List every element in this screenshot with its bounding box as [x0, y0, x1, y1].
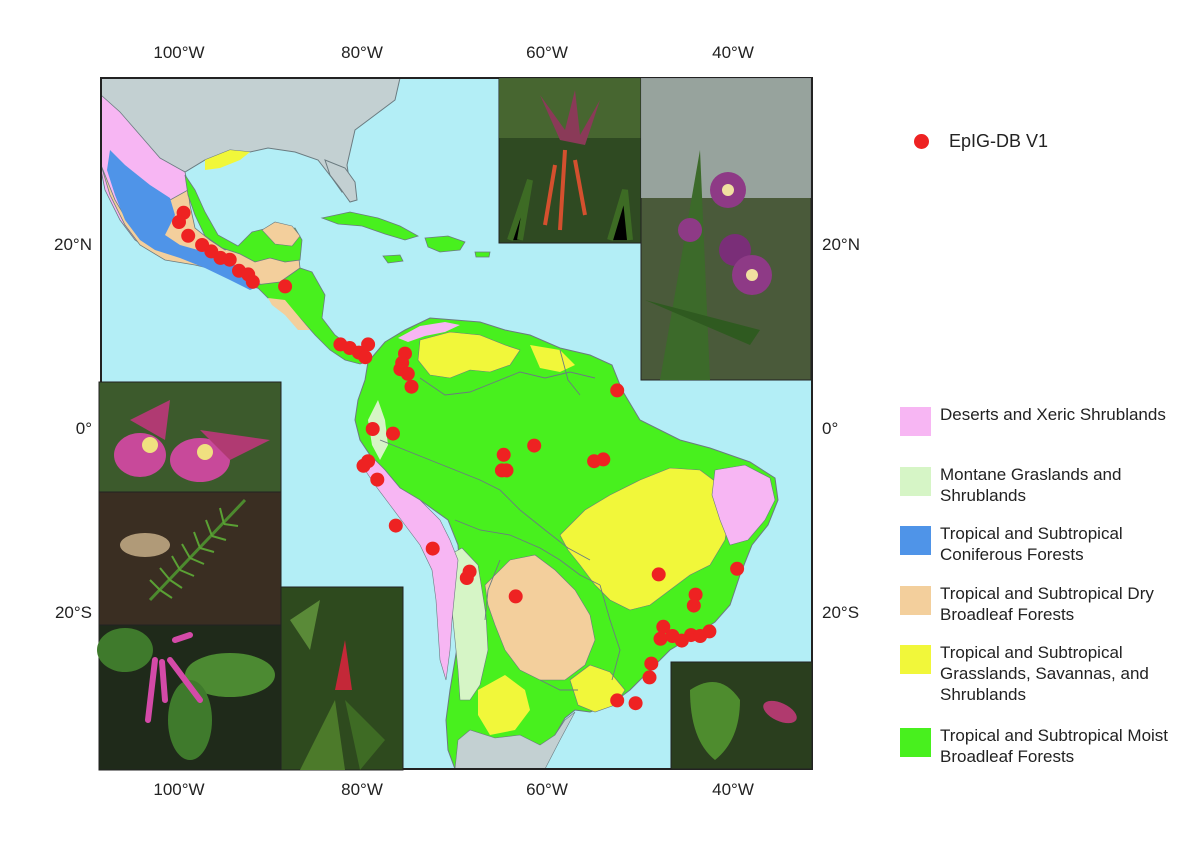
- photo-insets: [97, 77, 813, 771]
- legend-item-coniferous: Tropical and Subtropical Coniferous Fore…: [900, 523, 1200, 565]
- legend-swatch: [900, 728, 931, 757]
- legend-label: Tropical and Subtropical Moist Broadleaf…: [940, 726, 1169, 766]
- occurrence-point: [400, 366, 415, 381]
- biome-map: [97, 77, 813, 771]
- occurrence-point: [688, 587, 703, 602]
- bell-flower-photo: [97, 624, 282, 771]
- bottom-tick-80w: 80°W: [341, 780, 383, 799]
- southern-cone-other: [454, 711, 576, 769]
- occurrence-point: [361, 337, 376, 352]
- red-bromeliad-photo: [280, 586, 404, 771]
- right-tick-0: 0°: [822, 419, 839, 438]
- occurrence-point: [644, 656, 659, 671]
- legend-swatch: [900, 526, 931, 555]
- occurrence-point: [358, 350, 373, 365]
- occurrence-point: [642, 670, 657, 685]
- occurrence-point: [730, 561, 745, 576]
- occurrence-point: [496, 447, 511, 462]
- occurrence-point: [656, 619, 671, 634]
- jamaica-land: [382, 254, 404, 264]
- cerrado-grassland: [559, 467, 731, 611]
- top-tick-80w: 80°W: [341, 43, 383, 62]
- top-tick-60w: 60°W: [526, 43, 568, 62]
- legend-label: Montane Graslands and Shrublands: [940, 465, 1122, 505]
- occurrence-point: [508, 589, 523, 604]
- occurrence-point: [702, 624, 717, 639]
- occurrence-point: [386, 426, 400, 441]
- occurrence-point: [651, 567, 666, 582]
- occurrence-point: [499, 463, 514, 478]
- chaco-dry-forest: [484, 554, 596, 681]
- top-tick-100w: 100°W: [153, 43, 205, 62]
- occurrence-point: [222, 252, 237, 267]
- puerto-rico-land: [474, 251, 491, 258]
- legend-item-moist-broadleaf: Tropical and Subtropical Moist Broadleaf…: [900, 725, 1200, 767]
- occurrence-point: [459, 571, 474, 585]
- florida-land: [324, 159, 358, 203]
- legend-item-montane: Montane Graslands and Shrublands: [900, 464, 1200, 506]
- occurrence-point: [628, 696, 643, 711]
- occurrence-point: [596, 452, 611, 467]
- occurrence-point: [356, 458, 371, 473]
- central-america-dry: [268, 298, 310, 330]
- left-tick-20s: 20°S: [54, 603, 92, 622]
- legend-label: Tropical and Subtropical Grasslands, Sav…: [940, 643, 1149, 704]
- country-borders: [379, 349, 621, 691]
- points-legend-label: EpIG-DB V1: [949, 131, 1049, 151]
- legend-label: Tropical and Subtropical Dry Broadleaf F…: [940, 584, 1154, 624]
- occurrence-point: [610, 693, 625, 708]
- legend-label: Deserts and Xeric Shrublands: [940, 405, 1166, 424]
- bottom-tick-60w: 60°W: [526, 780, 568, 799]
- caatinga-desert: [711, 464, 776, 546]
- legend-item-deserts: Deserts and Xeric Shrublands: [900, 404, 1200, 436]
- occurrence-point: [653, 631, 668, 646]
- legend-item-dry-broadleaf: Tropical and Subtropical Dry Broadleaf F…: [900, 583, 1200, 625]
- occurrence-point: [181, 228, 196, 243]
- fern-photo: [98, 491, 282, 626]
- hispaniola-land: [424, 235, 466, 253]
- occurrence-point: [370, 472, 385, 487]
- points-legend: EpIG-DB V1: [914, 131, 1048, 152]
- espinal-grassland: [478, 675, 530, 735]
- occurrence-point: [610, 383, 625, 398]
- occurrence-point: [172, 215, 186, 229]
- right-tick-20n: 20°N: [822, 235, 860, 254]
- gulf-coast-grass: [205, 150, 250, 170]
- bromeliad-photo: [498, 77, 642, 244]
- legend-swatch: [900, 645, 931, 674]
- top-tick-40w: 40°W: [712, 43, 754, 62]
- occurrence-points: [172, 205, 745, 711]
- llanos-grassland: [417, 331, 521, 379]
- legend-swatch: [900, 586, 931, 615]
- occurrence-point: [245, 274, 260, 289]
- legend-label: Tropical and Subtropical Coniferous Fore…: [940, 524, 1123, 564]
- bottom-tick-40w: 40°W: [712, 780, 754, 799]
- caribbean-coast-desert: [398, 322, 460, 342]
- red-dot-icon: [914, 134, 929, 149]
- right-tick-20s: 20°S: [822, 603, 860, 622]
- cuba-land: [320, 211, 420, 241]
- occurrence-point: [278, 279, 293, 294]
- legend-item-grasslands: Tropical and Subtropical Grasslands, Sav…: [900, 642, 1200, 705]
- yucatan-dry: [261, 221, 301, 247]
- left-tick-0: 0°: [75, 419, 92, 438]
- occurrence-point: [686, 598, 701, 613]
- occurrence-point: [365, 422, 380, 436]
- occurrence-point: [388, 518, 403, 533]
- mexico-coniferous: [107, 150, 262, 290]
- bottom-tick-100w: 100°W: [153, 780, 205, 799]
- left-tick-20n: 20°N: [54, 235, 92, 254]
- orchid-photo: [640, 77, 812, 381]
- legend-swatch: [900, 407, 931, 436]
- occurrence-point: [404, 379, 419, 394]
- occurrence-point: [425, 541, 440, 556]
- pink-orchid-photo: [98, 381, 282, 493]
- occurrence-point: [527, 438, 542, 453]
- leaf-photo: [670, 661, 813, 770]
- legend-swatch: [900, 467, 931, 496]
